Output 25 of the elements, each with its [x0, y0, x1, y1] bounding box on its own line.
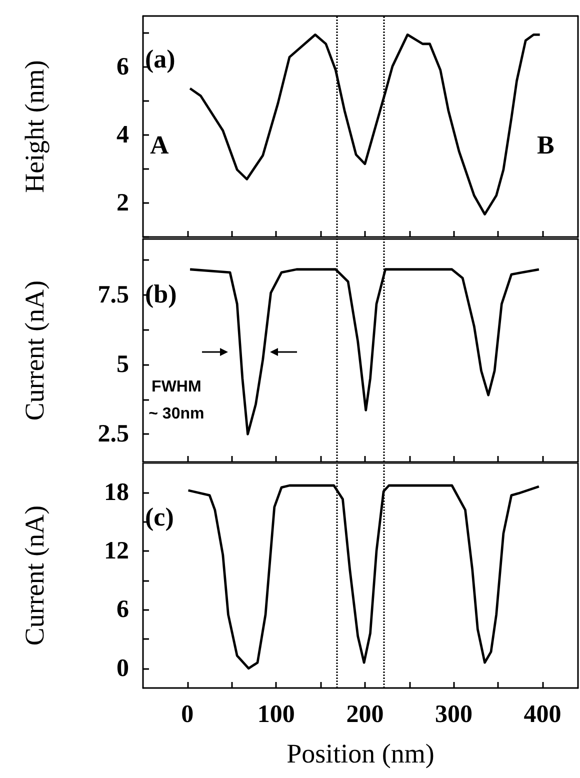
x-tick-label: 200: [346, 701, 384, 728]
y-tick-label: 7.5: [98, 281, 129, 308]
y-tick-label: 6: [116, 596, 129, 624]
y-tick-label: 2.5: [98, 420, 129, 448]
annotation: A: [150, 130, 169, 160]
annotation: B: [537, 130, 554, 160]
x-tick-label: 0: [181, 701, 194, 728]
y-tick-label: 4: [116, 122, 130, 148]
x-axis-title: Position (nm): [286, 738, 434, 768]
y-axis-title: Height (nm): [20, 60, 50, 193]
y-tick-label: 18: [104, 478, 129, 506]
annotation: (b): [145, 280, 177, 308]
y-axis-title: Current (nA): [20, 505, 50, 646]
y-tick-label: 2: [116, 190, 129, 216]
y-tick-label: 0: [116, 654, 129, 682]
annotation: (c): [145, 502, 174, 532]
y-tick-label: 12: [104, 538, 129, 565]
x-tick-label: 100: [257, 701, 295, 728]
x-tick-label: 300: [434, 701, 472, 728]
annotation: FWHM ~ 30nm: [148, 378, 204, 423]
annotation: (a): [145, 44, 176, 74]
y-tick-label: 6: [116, 54, 129, 80]
y-axis-title: Current (nA): [20, 280, 50, 421]
x-tick-label: 400: [524, 701, 562, 728]
y-tick-label: 5: [116, 350, 129, 378]
